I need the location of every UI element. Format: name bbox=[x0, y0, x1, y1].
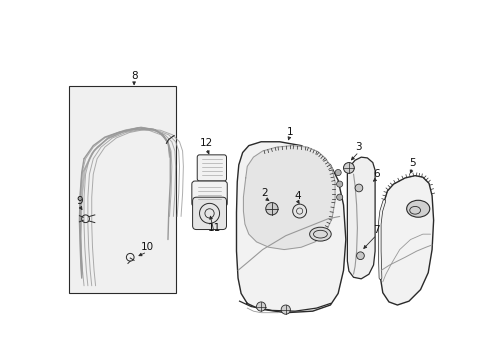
Ellipse shape bbox=[310, 227, 331, 241]
FancyBboxPatch shape bbox=[197, 155, 226, 181]
Polygon shape bbox=[237, 142, 346, 313]
Circle shape bbox=[355, 184, 363, 192]
Bar bbox=[69, 86, 176, 293]
Text: 4: 4 bbox=[294, 191, 301, 201]
Circle shape bbox=[257, 302, 266, 311]
Polygon shape bbox=[347, 157, 375, 279]
Circle shape bbox=[266, 203, 278, 215]
Text: 7: 7 bbox=[373, 225, 380, 235]
Ellipse shape bbox=[407, 200, 430, 217]
Circle shape bbox=[337, 181, 343, 187]
Polygon shape bbox=[244, 145, 335, 249]
Text: 8: 8 bbox=[131, 71, 137, 81]
Text: 2: 2 bbox=[262, 188, 269, 198]
Circle shape bbox=[337, 194, 343, 200]
Circle shape bbox=[343, 163, 354, 173]
FancyBboxPatch shape bbox=[192, 181, 227, 206]
Text: 12: 12 bbox=[200, 138, 213, 148]
Text: 3: 3 bbox=[356, 142, 362, 152]
Text: 9: 9 bbox=[76, 196, 83, 206]
Circle shape bbox=[357, 252, 365, 260]
Circle shape bbox=[335, 170, 341, 176]
FancyBboxPatch shape bbox=[193, 197, 226, 230]
Text: 1: 1 bbox=[286, 127, 293, 137]
Text: 5: 5 bbox=[410, 158, 416, 167]
Polygon shape bbox=[380, 176, 434, 305]
Text: 6: 6 bbox=[373, 169, 380, 179]
Text: 10: 10 bbox=[141, 242, 154, 252]
Circle shape bbox=[281, 305, 291, 314]
Text: 11: 11 bbox=[208, 223, 221, 233]
